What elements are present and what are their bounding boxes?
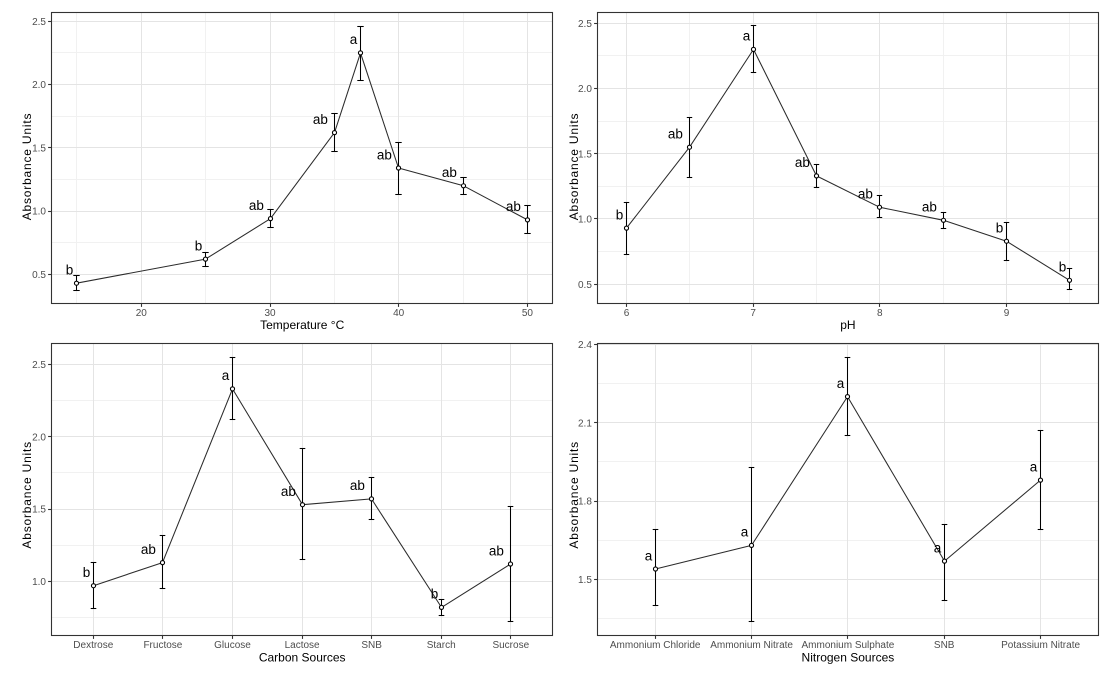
svg-text:ab: ab xyxy=(377,147,392,162)
svg-text:0.5: 0.5 xyxy=(32,270,46,281)
svg-text:2.0: 2.0 xyxy=(578,84,592,95)
svg-text:0.5: 0.5 xyxy=(578,280,592,291)
svg-text:2.5: 2.5 xyxy=(32,360,46,371)
svg-text:ab: ab xyxy=(141,542,156,557)
svg-text:2.0: 2.0 xyxy=(32,432,46,443)
svg-text:1.5: 1.5 xyxy=(578,149,592,160)
svg-text:a: a xyxy=(350,32,358,47)
svg-text:Ammonium Chloride: Ammonium Chloride xyxy=(610,640,701,651)
svg-text:pH: pH xyxy=(840,318,855,332)
svg-text:Absorbance Units: Absorbance Units xyxy=(567,441,581,549)
svg-text:Nitrogen Sources: Nitrogen Sources xyxy=(802,650,895,664)
svg-text:Ammonium Sulphate: Ammonium Sulphate xyxy=(801,640,894,651)
svg-text:b: b xyxy=(1059,260,1067,275)
svg-text:30: 30 xyxy=(264,308,276,319)
svg-text:b: b xyxy=(66,263,74,278)
svg-text:b: b xyxy=(431,587,439,602)
svg-text:20: 20 xyxy=(136,308,148,319)
svg-text:Absorbance Units: Absorbance Units xyxy=(567,113,581,221)
svg-text:2.5: 2.5 xyxy=(32,17,46,28)
svg-text:Starch: Starch xyxy=(427,640,456,651)
svg-text:ab: ab xyxy=(313,112,328,127)
svg-text:ab: ab xyxy=(489,543,504,558)
svg-text:8: 8 xyxy=(877,308,883,319)
svg-text:ab: ab xyxy=(506,199,521,214)
svg-text:a: a xyxy=(743,29,751,44)
svg-text:Potassium Nitrate: Potassium Nitrate xyxy=(1001,640,1080,651)
svg-text:1.0: 1.0 xyxy=(578,215,592,226)
svg-text:ab: ab xyxy=(858,187,873,202)
svg-text:40: 40 xyxy=(393,308,405,319)
svg-text:2.1: 2.1 xyxy=(578,418,592,429)
svg-text:a: a xyxy=(1030,459,1038,474)
svg-text:Temperature °C: Temperature °C xyxy=(260,318,344,332)
svg-text:Absorbance Units: Absorbance Units xyxy=(20,113,34,221)
svg-text:2.4: 2.4 xyxy=(578,340,592,351)
svg-text:ab: ab xyxy=(249,198,264,213)
svg-text:1.5: 1.5 xyxy=(32,505,46,516)
svg-text:6: 6 xyxy=(624,308,630,319)
svg-text:SNB: SNB xyxy=(361,640,382,651)
svg-text:Ammonium Nitrate: Ammonium Nitrate xyxy=(710,640,793,651)
svg-text:ab: ab xyxy=(795,155,810,170)
svg-text:Fructose: Fructose xyxy=(143,640,182,651)
svg-text:Lactose: Lactose xyxy=(285,640,320,651)
svg-text:a: a xyxy=(741,525,749,540)
svg-text:a: a xyxy=(837,376,845,391)
svg-text:SNB: SNB xyxy=(934,640,955,651)
svg-text:b: b xyxy=(83,565,91,580)
svg-text:ab: ab xyxy=(668,127,683,142)
svg-text:2.5: 2.5 xyxy=(578,19,592,30)
svg-text:a: a xyxy=(934,540,942,555)
svg-text:Sucrose: Sucrose xyxy=(492,640,529,651)
svg-text:a: a xyxy=(645,548,653,563)
svg-text:1.0: 1.0 xyxy=(32,577,46,588)
svg-text:Dextrose: Dextrose xyxy=(73,640,113,651)
svg-text:b: b xyxy=(996,221,1004,236)
svg-text:1.5: 1.5 xyxy=(32,143,46,154)
svg-text:ab: ab xyxy=(350,478,365,493)
svg-text:7: 7 xyxy=(750,308,756,319)
svg-text:b: b xyxy=(616,207,624,222)
svg-text:ab: ab xyxy=(281,484,296,499)
svg-text:1.5: 1.5 xyxy=(578,575,592,586)
svg-text:b: b xyxy=(195,238,203,253)
svg-text:a: a xyxy=(222,368,230,383)
svg-text:9: 9 xyxy=(1004,308,1010,319)
svg-text:1.8: 1.8 xyxy=(578,497,592,508)
svg-text:Carbon Sources: Carbon Sources xyxy=(259,650,346,664)
svg-text:50: 50 xyxy=(522,308,534,319)
svg-text:1.0: 1.0 xyxy=(32,207,46,218)
svg-text:ab: ab xyxy=(442,165,457,180)
svg-text:Absorbance Units: Absorbance Units xyxy=(20,441,34,549)
svg-text:ab: ab xyxy=(922,200,937,215)
svg-text:2.0: 2.0 xyxy=(32,80,46,91)
svg-text:Glucose: Glucose xyxy=(214,640,251,651)
